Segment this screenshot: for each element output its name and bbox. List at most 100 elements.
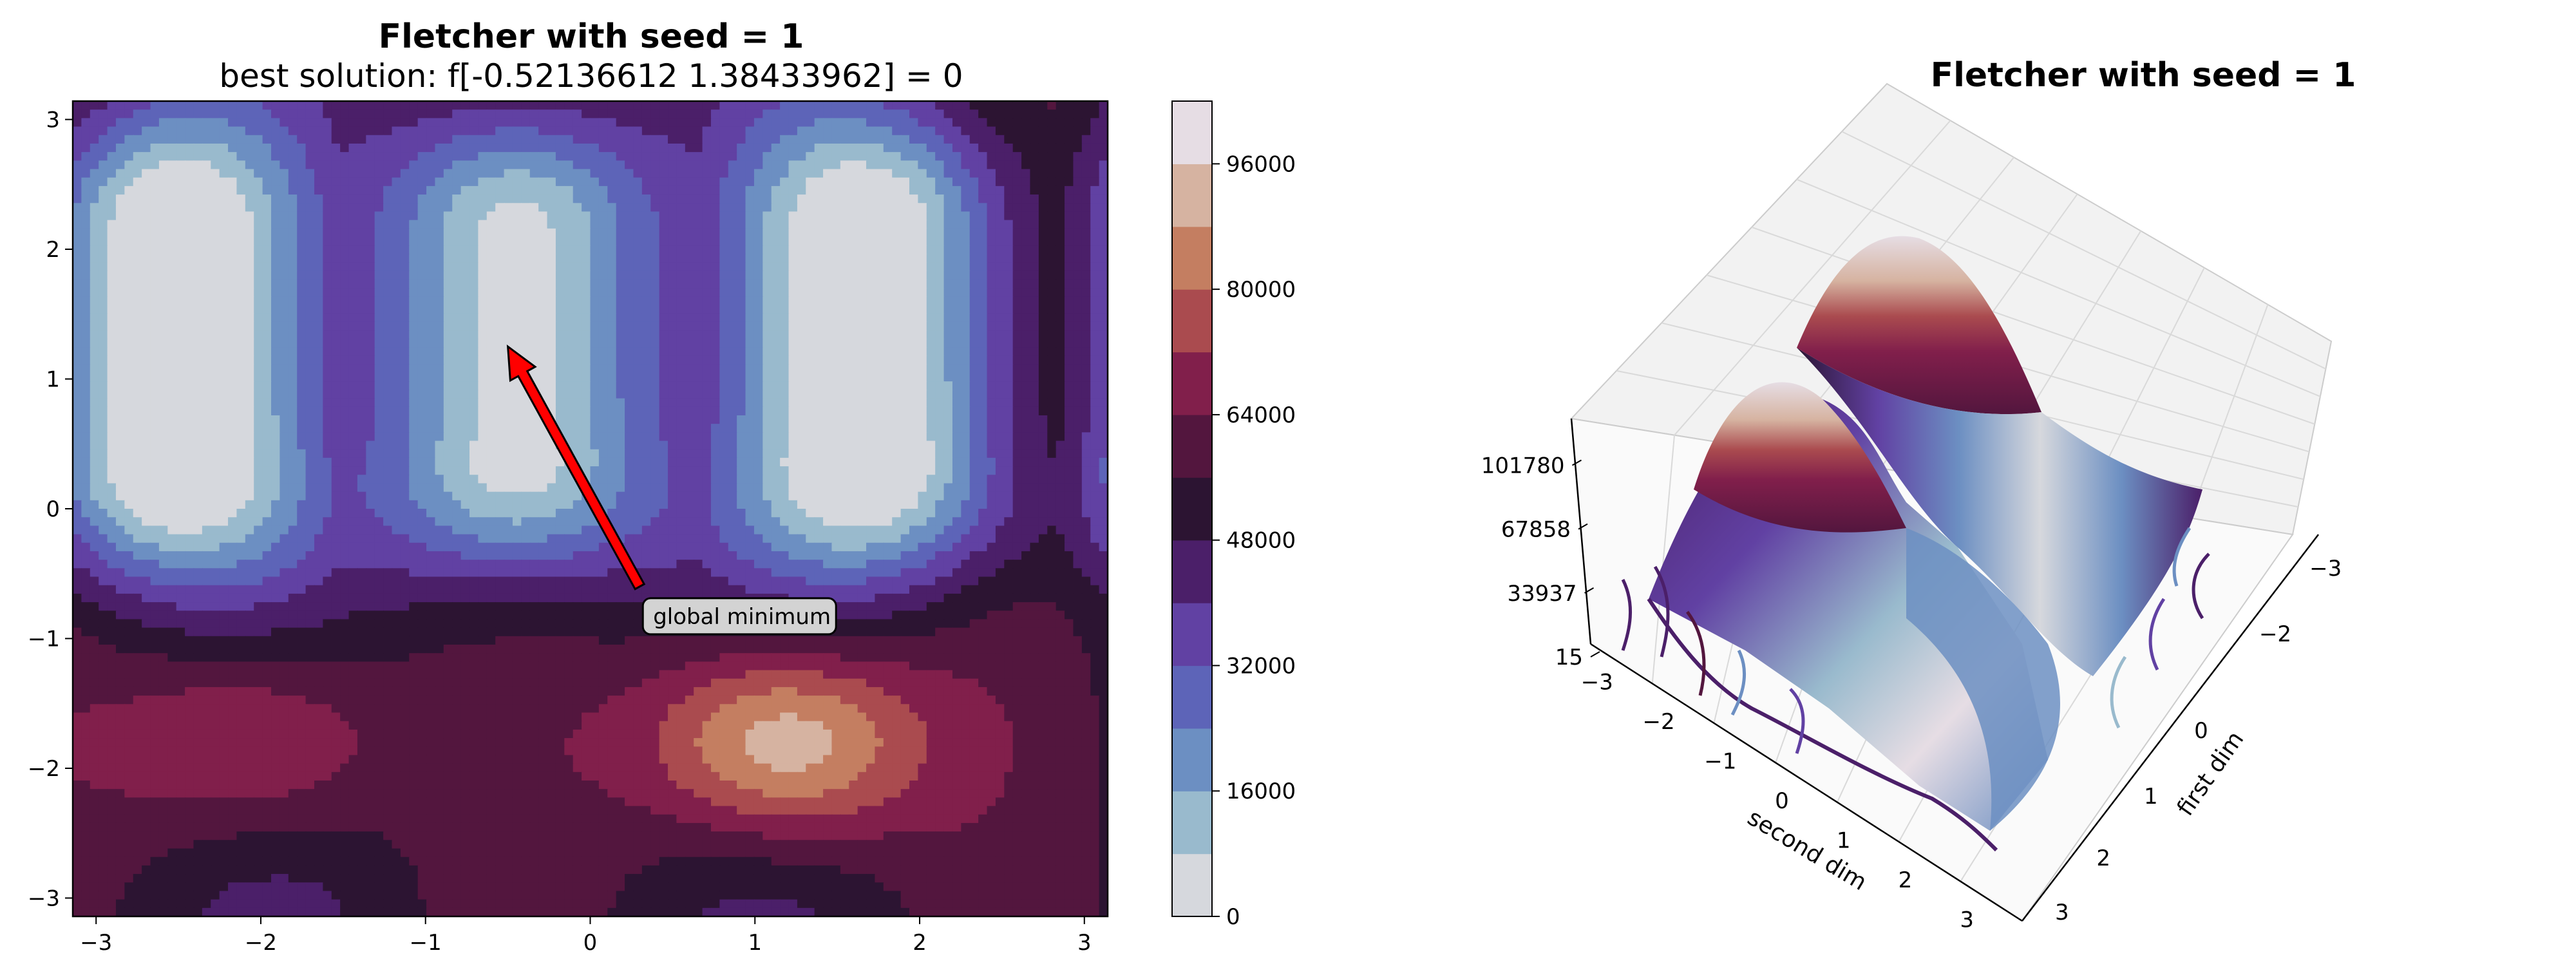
contour-cell — [1047, 296, 1057, 306]
contour-cell — [409, 330, 419, 340]
contour-cell — [323, 270, 332, 280]
contour-cell — [340, 321, 350, 331]
contour-cell — [426, 347, 436, 357]
contour-cell — [926, 211, 936, 221]
contour-cell — [124, 228, 134, 238]
contour-cell — [883, 160, 893, 170]
contour-cell — [1038, 321, 1048, 331]
contour-cell — [340, 169, 350, 178]
contour-cell — [1065, 305, 1074, 314]
contour-cell — [1004, 109, 1014, 119]
contour-cell — [823, 220, 833, 229]
contour-cell — [193, 143, 203, 153]
contour-cell — [374, 211, 384, 221]
contour-cell — [625, 270, 634, 280]
contour-cell — [305, 109, 315, 119]
contour-cell — [426, 279, 436, 289]
contour-cell — [573, 109, 582, 119]
contour-cell — [400, 432, 410, 442]
contour-cell — [348, 135, 358, 144]
contour-cell — [504, 237, 513, 246]
contour-cell — [840, 152, 850, 162]
contour-cell — [710, 321, 721, 331]
contour-cell — [625, 203, 634, 213]
contour-cell — [909, 135, 919, 144]
contour-cell — [1030, 339, 1039, 348]
contour-cell — [918, 321, 927, 331]
contour-cell — [598, 143, 609, 153]
contour-cell — [271, 432, 281, 442]
contour-cell — [719, 406, 729, 416]
contour-cell — [702, 313, 712, 323]
contour-cell — [598, 449, 609, 459]
contour-cell — [625, 169, 634, 178]
contour-cell — [176, 398, 185, 408]
contour-cell — [710, 262, 721, 272]
contour-cell — [1004, 270, 1014, 280]
contour-cell — [469, 135, 479, 144]
contour-cell — [607, 390, 617, 399]
contour-cell — [245, 270, 255, 280]
contour-cell — [495, 101, 505, 110]
contour-cell — [400, 321, 410, 331]
contour-cell — [124, 135, 134, 144]
contour-cell — [81, 135, 91, 144]
contour-cell — [814, 237, 824, 246]
contour-cell — [806, 126, 815, 136]
contour-cell — [840, 211, 850, 221]
contour-cell — [780, 185, 790, 195]
contour-cell — [598, 126, 609, 136]
contour-cell — [676, 339, 686, 348]
contour-cell — [323, 321, 332, 331]
contour-cell — [978, 406, 988, 416]
contour-cell — [305, 406, 315, 416]
contour-cell — [99, 432, 108, 442]
contour-cell — [875, 355, 884, 365]
contour-cell — [728, 270, 737, 280]
contour-cell — [167, 152, 177, 162]
contour-cell — [417, 270, 427, 280]
contour-cell — [849, 118, 858, 128]
contour-cell — [590, 194, 600, 204]
contour-cell — [176, 424, 185, 433]
contour-cell — [392, 254, 401, 263]
contour-cell — [797, 440, 807, 450]
contour-cell — [668, 126, 677, 136]
contour-cell — [1056, 398, 1065, 408]
contour-cell — [831, 288, 841, 298]
contour-cell — [538, 254, 548, 263]
contour-cell — [417, 228, 427, 238]
contour-cell — [297, 373, 307, 382]
contour-cell — [219, 237, 229, 246]
contour-cell — [1073, 347, 1083, 357]
contour-cell — [806, 406, 815, 416]
contour-cell — [314, 364, 324, 374]
contour-cell — [892, 203, 902, 213]
contour-cell — [228, 313, 238, 323]
contour-cell — [1073, 406, 1083, 416]
contour-cell — [564, 177, 574, 187]
contour-cell — [952, 424, 962, 433]
contour-cell — [219, 152, 229, 162]
contour-cell — [1090, 152, 1100, 162]
contour-cell — [918, 185, 927, 195]
contour-cell — [288, 135, 298, 144]
contour-cell — [262, 245, 272, 255]
contour-cell — [1090, 126, 1100, 136]
contour-cell — [555, 321, 565, 331]
contour-cell — [305, 203, 315, 213]
contour-cell — [81, 373, 91, 382]
contour-cell — [598, 296, 609, 306]
contour-cell — [961, 339, 971, 348]
contour-cell — [1073, 390, 1083, 399]
contour-cell — [236, 254, 246, 263]
contour-cell — [314, 449, 324, 459]
contour-cell — [366, 406, 375, 416]
contour-cell — [158, 270, 169, 280]
contour-cell — [1073, 330, 1083, 340]
contour-cell — [866, 109, 876, 119]
contour-cell — [573, 262, 582, 272]
contour-cell — [158, 381, 169, 391]
contour-cell — [745, 305, 755, 314]
contour-cell — [1012, 355, 1022, 365]
